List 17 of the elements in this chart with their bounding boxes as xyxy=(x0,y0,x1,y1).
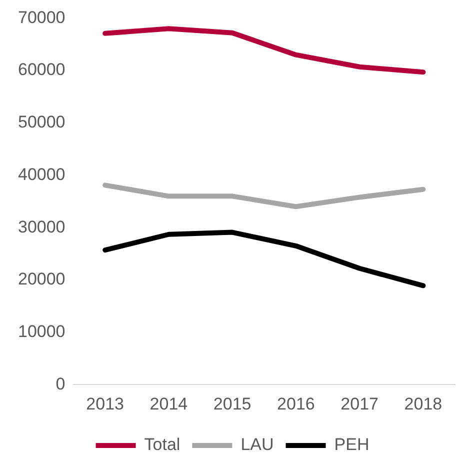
y-tick-label: 30000 xyxy=(18,217,66,236)
x-tick-label: 2016 xyxy=(277,394,315,414)
x-tick-label: 2015 xyxy=(213,394,252,414)
legend-label: Total xyxy=(144,435,180,454)
y-tick-label: 60000 xyxy=(18,60,66,80)
y-tick-label: 50000 xyxy=(18,112,66,132)
x-tick-label: 2013 xyxy=(86,394,124,414)
x-tick-label: 2018 xyxy=(404,394,442,414)
y-tick-label: 70000 xyxy=(18,8,66,27)
y-tick-label: 0 xyxy=(56,374,66,394)
legend-label: PEH xyxy=(334,435,370,454)
y-tick-label: 40000 xyxy=(18,164,66,184)
y-tick-label: 20000 xyxy=(18,270,66,289)
x-tick-label: 2014 xyxy=(150,394,188,414)
x-tick-label: 2017 xyxy=(340,394,378,414)
legend-label: LAU xyxy=(240,435,274,454)
y-tick-label: 10000 xyxy=(18,322,66,341)
